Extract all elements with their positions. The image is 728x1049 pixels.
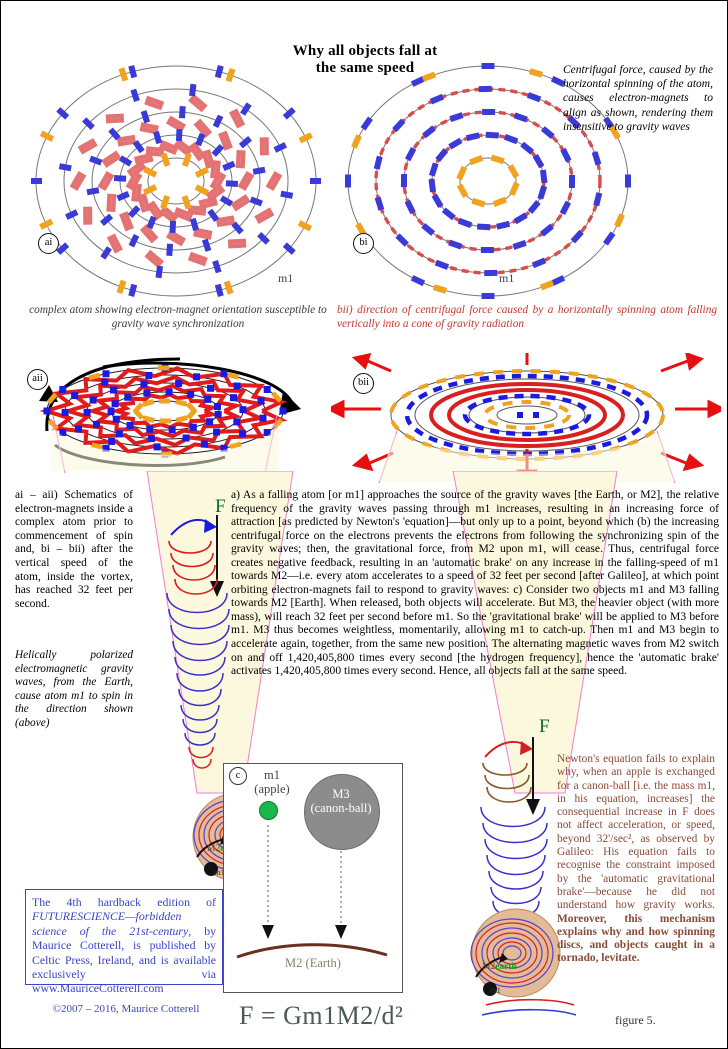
- diagram-bi-aligned-atom: [345, 63, 631, 299]
- page-title-line1: Why all objects fall at: [292, 43, 438, 59]
- canonball-name-label: (canon-ball): [310, 800, 372, 815]
- label-m1-right: m1: [490, 985, 501, 995]
- label-ai: ai: [38, 233, 59, 254]
- force-label-F-left: F: [215, 496, 226, 517]
- centrifugal-force-note: Centrifugal force, caused by the horizon…: [563, 64, 713, 133]
- left-note-schematics: ai – aii) Schematics of electron-magnets…: [15, 489, 133, 610]
- label-earth-right: earth: [495, 962, 517, 972]
- diagram-ai-complex-atom: [31, 65, 321, 297]
- caption-bii: bii) direction of centrifugal force caus…: [337, 304, 717, 330]
- apple-m1-label: m1: [264, 768, 280, 782]
- diagram-aii-spinning-disc: [39, 357, 301, 474]
- label-m1-ai: m1: [278, 271, 294, 285]
- book-title: FUTURESCIENCE—forbidden science of the 2…: [32, 909, 189, 938]
- label-m2-right: M2: [482, 962, 496, 972]
- apple-dot: [259, 801, 278, 820]
- falling-arrows: [236, 825, 388, 959]
- newton-equation-note: Newton's equation fails to explain why, …: [557, 753, 715, 966]
- page-title-line2: the same speed: [315, 60, 415, 76]
- earth-right: [470, 908, 576, 1016]
- main-explanation-paragraph: a) As a falling atom [or m1] approaches …: [231, 488, 719, 678]
- book-text-part1: The 4th hardback edition of: [32, 895, 216, 909]
- label-m1-left: m1: [214, 867, 225, 877]
- book-promo-box[interactable]: The 4th hardback edition of FUTURESCIENC…: [25, 889, 223, 995]
- canonball-m3-label: M3: [332, 787, 350, 801]
- force-label-F-right: F: [539, 716, 550, 737]
- label-m2-earth-right: M2earth: [482, 962, 517, 972]
- label-bii: bii: [353, 373, 374, 394]
- label-m2-left: M2: [207, 844, 221, 854]
- helix-left: [166, 515, 230, 769]
- book-text-part2: , by Maurice Cotterell, is published by …: [32, 923, 216, 996]
- gravity-formula: F = Gm1M2/d²: [239, 1001, 404, 1030]
- left-note-helical: Helically polarized electromagnetic grav…: [15, 649, 133, 729]
- label-c: c: [229, 767, 247, 785]
- cone-right-gravity-vortex: [452, 471, 618, 794]
- apple-name-label: (apple): [254, 781, 290, 796]
- apple-label-group: m1 (apple): [237, 768, 307, 796]
- earth-m2-label: M2 (Earth): [285, 956, 341, 970]
- copyright-notice: ©2007 – 2016, Maurice Cotterell: [52, 1003, 200, 1015]
- canonball-label-group: M3 (canon-ball): [304, 787, 378, 815]
- figure-number-label: figure 5.: [615, 1013, 656, 1027]
- diagram-bii-centrifugal-disc: [331, 353, 721, 483]
- page-title: Why all objects fall at the same speed: [1, 43, 728, 77]
- caption-ai: complex atom showing electron-magnet ori…: [29, 304, 327, 330]
- newton-note-bold: Moreover, this mechanism explains why an…: [557, 912, 715, 965]
- label-m1-bi: m1: [499, 271, 515, 285]
- label-bi: bi: [353, 233, 374, 254]
- label-aii: aii: [27, 369, 48, 390]
- canonball-circle: [304, 774, 380, 850]
- newton-note-normal: Newton's equation fails to explain why, …: [557, 753, 715, 912]
